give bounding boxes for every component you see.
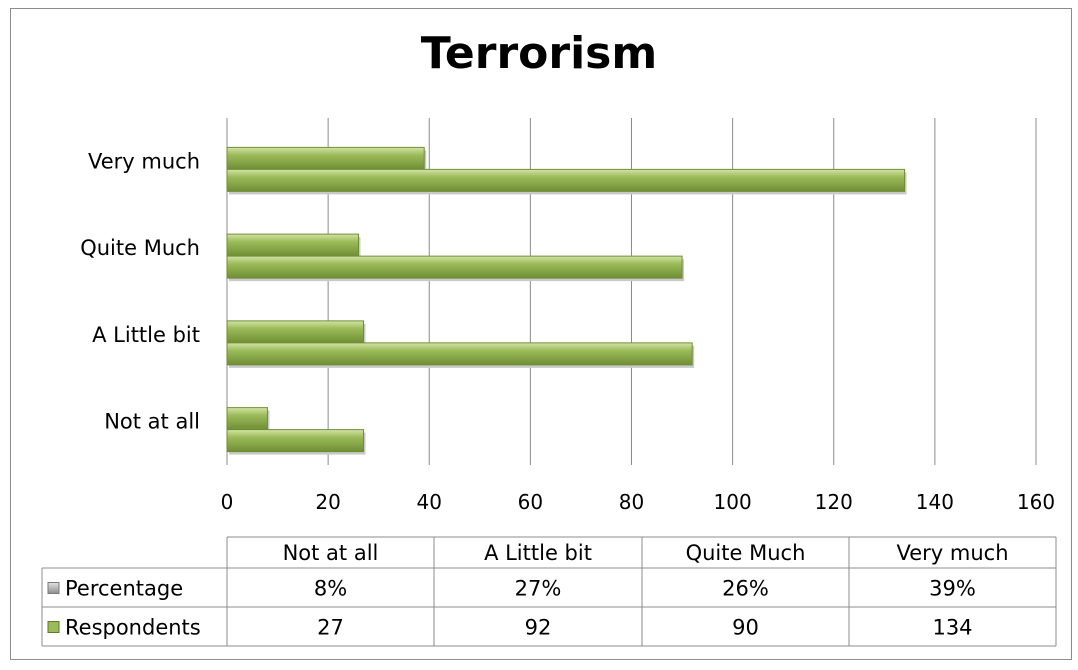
bar (226, 429, 365, 453)
table-value-cell: 90 (732, 616, 759, 640)
table-header-cell: Not at all (283, 541, 379, 565)
x-tick-label: 100 (714, 490, 752, 514)
x-tick-label: 20 (315, 490, 340, 514)
category-label: Very much (88, 149, 200, 173)
x-tick-label: 160 (1017, 490, 1055, 514)
table-header-cell: A Little bit (484, 541, 592, 565)
legend-key (47, 621, 60, 633)
x-tick-label: 60 (518, 490, 543, 514)
x-tick-label: 40 (417, 490, 442, 514)
bar (226, 168, 906, 192)
table-header-cell: Quite Much (686, 541, 806, 565)
bar (226, 407, 268, 431)
table-value-cell: 92 (525, 616, 552, 640)
bar (226, 342, 693, 366)
x-tick-label: 0 (221, 490, 234, 514)
series-name: Respondents (65, 616, 201, 640)
table-value-cell: 134 (932, 616, 972, 640)
table-value-cell: 39% (929, 577, 976, 601)
table-value-cell: 26% (722, 577, 769, 601)
x-tick-label: 80 (619, 490, 644, 514)
bar (226, 146, 425, 170)
chart-title: Terrorism (420, 28, 658, 79)
table-value-cell: 27 (317, 616, 344, 640)
category-label: Not at all (104, 410, 200, 434)
bar (226, 233, 359, 257)
x-tick-label: 120 (815, 490, 853, 514)
x-tick-label: 140 (916, 490, 954, 514)
category-label: A Little bit (92, 323, 200, 347)
bar (226, 320, 365, 344)
category-label: Quite Much (80, 236, 200, 260)
table-value-cell: 8% (314, 577, 347, 601)
table-value-cell: 27% (515, 577, 562, 601)
bar (226, 255, 683, 279)
series-name: Percentage (65, 577, 183, 601)
chart-frame (10, 8, 1072, 660)
table-header-cell: Very much (896, 541, 1008, 565)
legend-key (47, 582, 60, 594)
